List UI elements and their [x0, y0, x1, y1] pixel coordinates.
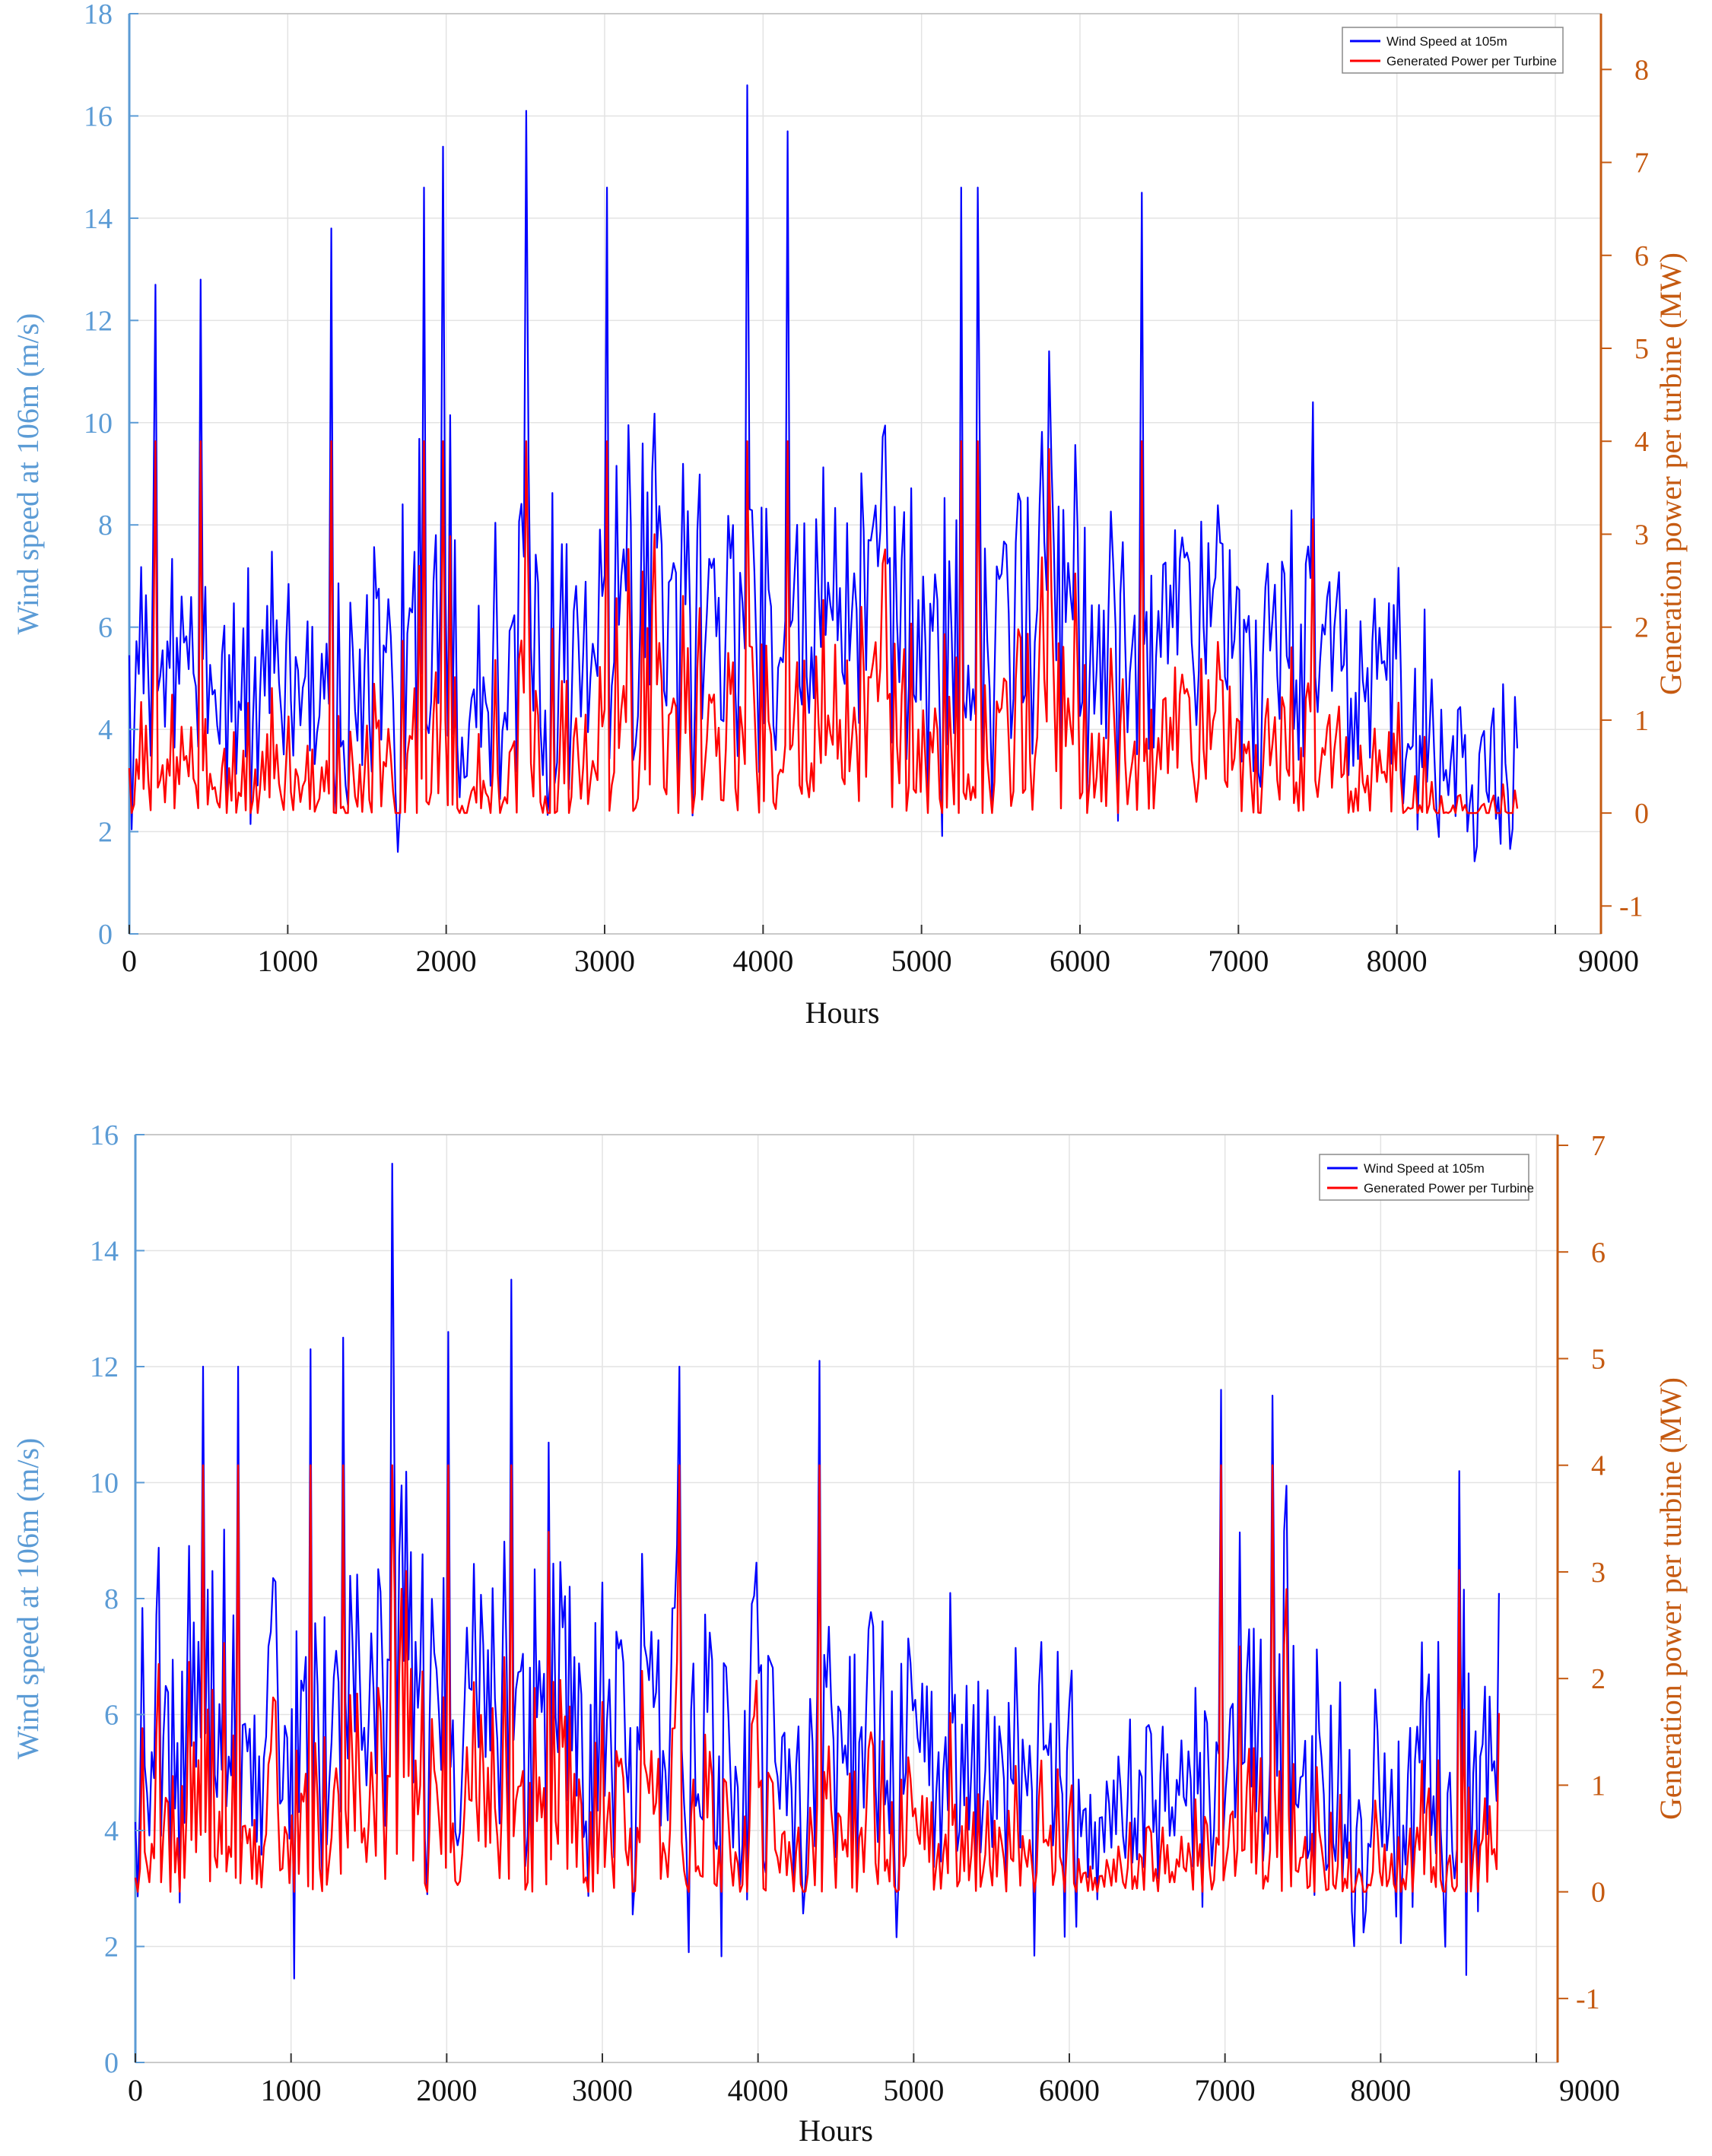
x-tick-label: 0 [122, 944, 137, 978]
y2-tick-label: 6 [1591, 1237, 1606, 1269]
y-tick-label: 0 [104, 2047, 119, 2079]
x-tick-label: 2000 [416, 944, 477, 978]
grid [129, 13, 1601, 935]
x-tick-label: 2000 [416, 2073, 477, 2107]
x-axis-title: Hours [799, 2113, 873, 2148]
grid [135, 1134, 1558, 2063]
legend-box [1342, 27, 1564, 74]
y2-tick-label: 0 [1591, 1877, 1606, 1909]
y-tick-label: 8 [104, 1583, 119, 1615]
y-axis-title: Wind speed at 106m (m/s) [11, 313, 45, 635]
x-tick-label: 8000 [1367, 944, 1428, 978]
y-tick-label: 12 [84, 305, 113, 337]
y2-tick-label: 5 [1591, 1343, 1606, 1375]
legend-box [1319, 1154, 1529, 1201]
plot-frame [129, 13, 1602, 935]
y2-tick-label: 2 [1634, 612, 1649, 644]
y2-tick-label: 3 [1591, 1557, 1606, 1589]
y2-tick-label: 7 [1591, 1130, 1606, 1162]
x-tick-label: 4000 [732, 944, 793, 978]
y-tick-label: 14 [84, 203, 113, 235]
x-tick-label: 3000 [574, 944, 635, 978]
y-tick-label: 16 [84, 100, 113, 132]
series-generated-power [134, 1464, 1501, 1893]
x-tick-label: 6000 [1039, 2073, 1100, 2107]
x-tick-label: 1000 [261, 2073, 322, 2107]
y-tick-label: 12 [90, 1351, 119, 1383]
x-tick-label: 1000 [257, 944, 318, 978]
y-tick-label: 6 [98, 612, 113, 644]
y2-tick-label: 0 [1634, 798, 1649, 830]
y2-axis-title: Generation power per turbine (MW) [1653, 1377, 1688, 1820]
x-tick-label: 7000 [1208, 944, 1269, 978]
legend: Wind Speed at 105m Generated Power per Tu… [1342, 27, 1564, 74]
y2-tick-label: 8 [1634, 54, 1649, 86]
y2-tick-label: -1 [1619, 891, 1644, 922]
y-tick-label: 8 [98, 510, 113, 541]
x-tick-label: 7000 [1195, 2073, 1256, 2107]
y2-tick-label: 6 [1634, 240, 1649, 272]
y-tick-label: 18 [84, 0, 113, 30]
x-tick-label: 3000 [572, 2073, 633, 2107]
y2-tick-label: 4 [1591, 1450, 1606, 1482]
y2-tick-label: 5 [1634, 333, 1649, 365]
x-axis-title: Hours [805, 995, 880, 1030]
y-tick-label: 4 [104, 1815, 119, 1847]
y2-tick-label: 1 [1591, 1770, 1606, 1802]
y2-tick-label: 7 [1634, 148, 1649, 179]
y-tick-label: 16 [90, 1119, 119, 1151]
legend-label: Generated Power per Turbine [1364, 1181, 1534, 1195]
y2-tick-label: 4 [1634, 426, 1649, 458]
y2-axis-title: Generation power per turbine (MW) [1653, 252, 1688, 695]
x-tick-label: 0 [128, 2073, 143, 2107]
x-tick-label: 9000 [1578, 944, 1639, 978]
y-tick-label: 10 [90, 1468, 119, 1500]
x-tick-label: 9000 [1559, 2073, 1620, 2107]
x-tick-label: 4000 [728, 2073, 789, 2107]
legend-label: Wind Speed at 105m [1386, 34, 1507, 49]
y2-tick-label: 3 [1634, 519, 1649, 551]
y-axis-title: Wind speed at 106m (m/s) [11, 1438, 45, 1760]
legend-label: Wind Speed at 105m [1364, 1161, 1485, 1176]
legend-label: Generated Power per Turbine [1386, 54, 1557, 68]
series-wind-speed [128, 84, 1519, 862]
y2-tick-label: -1 [1576, 1983, 1600, 2015]
legend: Wind Speed at 105m Generated Power per Tu… [1319, 1154, 1534, 1201]
y2-tick-label: 2 [1591, 1663, 1606, 1695]
y-tick-label: 14 [90, 1236, 119, 1268]
x-tick-label: 8000 [1350, 2073, 1411, 2107]
y-tick-label: 10 [84, 408, 113, 440]
y-tick-label: 0 [98, 919, 113, 951]
x-tick-label: 5000 [891, 944, 952, 978]
y-tick-label: 2 [98, 817, 113, 849]
y-tick-label: 6 [104, 1700, 119, 1732]
x-tick-label: 5000 [883, 2073, 944, 2107]
series-generated-power [128, 440, 1519, 814]
y-tick-label: 2 [104, 1932, 119, 1964]
y-tick-label: 4 [98, 714, 113, 746]
y2-tick-label: 1 [1634, 705, 1649, 737]
x-tick-label: 6000 [1050, 944, 1110, 978]
